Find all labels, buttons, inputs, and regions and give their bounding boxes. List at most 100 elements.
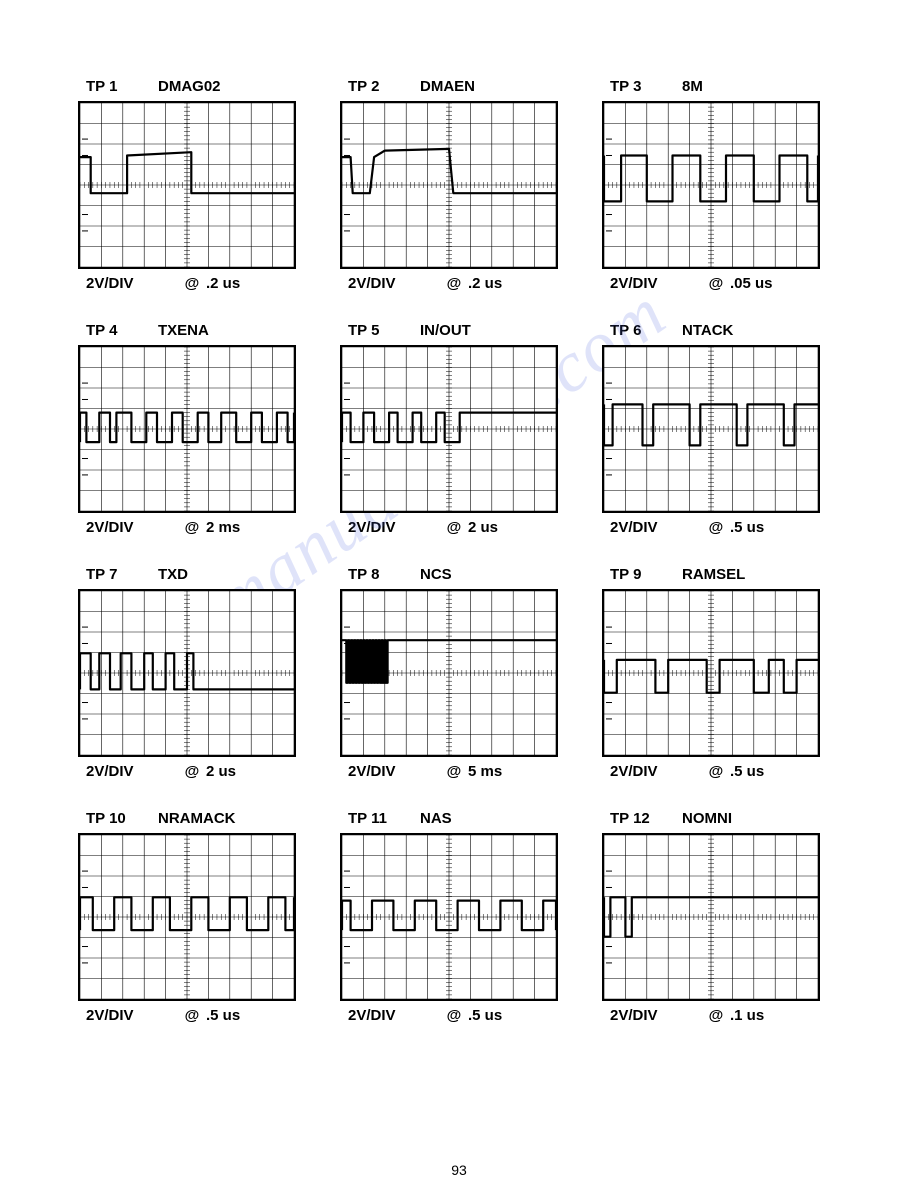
scope-panel: TP 9 RAMSEL 2V/DIV @ .5 us bbox=[602, 566, 830, 780]
panel-header: TP 4 TXENA bbox=[78, 322, 306, 339]
scope-panel: TP 5 IN/OUT 2V/DIV @ 2 us bbox=[340, 322, 568, 536]
oscilloscope-screen bbox=[78, 589, 296, 757]
oscilloscope-screen bbox=[78, 833, 296, 1001]
panel-footer: 2V/DIV @ .2 us bbox=[340, 275, 568, 292]
scope-panel: TP 4 TXENA 2V/DIV @ 2 ms bbox=[78, 322, 306, 536]
panel-header: TP 5 IN/OUT bbox=[340, 322, 568, 339]
panel-header: TP 12 NOMNI bbox=[602, 810, 830, 827]
volts-per-div: 2V/DIV bbox=[610, 1007, 702, 1024]
panel-footer: 2V/DIV @ .1 us bbox=[602, 1007, 830, 1024]
test-point-label: TP 9 bbox=[610, 566, 682, 583]
signal-name: DMAEN bbox=[420, 78, 475, 95]
volts-per-div: 2V/DIV bbox=[610, 519, 702, 536]
at-symbol: @ bbox=[440, 1007, 468, 1024]
panel-footer: 2V/DIV @ 5 ms bbox=[340, 763, 568, 780]
signal-name: NRAMACK bbox=[158, 810, 236, 827]
at-symbol: @ bbox=[178, 763, 206, 780]
at-symbol: @ bbox=[702, 763, 730, 780]
time-per-div: .5 us bbox=[206, 1007, 306, 1024]
time-per-div: .05 us bbox=[730, 275, 830, 292]
oscilloscope-screen bbox=[78, 345, 296, 513]
at-symbol: @ bbox=[702, 519, 730, 536]
scope-panel: TP 10 NRAMACK 2V/DIV @ .5 us bbox=[78, 810, 306, 1024]
scope-panel: TP 8 NCS 2V/DIV @ 5 ms bbox=[340, 566, 568, 780]
panel-footer: 2V/DIV @ .5 us bbox=[602, 763, 830, 780]
test-point-label: TP 11 bbox=[348, 810, 420, 827]
signal-name: NAS bbox=[420, 810, 452, 827]
time-per-div: .1 us bbox=[730, 1007, 830, 1024]
oscilloscope-screen bbox=[340, 833, 558, 1001]
panel-footer: 2V/DIV @ .5 us bbox=[78, 1007, 306, 1024]
signal-name: TXD bbox=[158, 566, 188, 583]
at-symbol: @ bbox=[702, 1007, 730, 1024]
test-point-label: TP 6 bbox=[610, 322, 682, 339]
volts-per-div: 2V/DIV bbox=[348, 1007, 440, 1024]
panel-footer: 2V/DIV @ 2 us bbox=[78, 763, 306, 780]
scope-panel: TP 2 DMAEN 2V/DIV @ .2 us bbox=[340, 78, 568, 292]
time-per-div: 2 ms bbox=[206, 519, 306, 536]
panel-footer: 2V/DIV @ .5 us bbox=[602, 519, 830, 536]
volts-per-div: 2V/DIV bbox=[348, 763, 440, 780]
scope-panel: TP 1 DMAG02 2V/DIV @ .2 us bbox=[78, 78, 306, 292]
signal-name: DMAG02 bbox=[158, 78, 221, 95]
test-point-label: TP 7 bbox=[86, 566, 158, 583]
oscilloscope-screen bbox=[602, 101, 820, 269]
panel-footer: 2V/DIV @ .5 us bbox=[340, 1007, 568, 1024]
panel-footer: 2V/DIV @ 2 ms bbox=[78, 519, 306, 536]
time-per-div: 2 us bbox=[206, 763, 306, 780]
panel-footer: 2V/DIV @ .2 us bbox=[78, 275, 306, 292]
volts-per-div: 2V/DIV bbox=[348, 519, 440, 536]
volts-per-div: 2V/DIV bbox=[348, 275, 440, 292]
test-point-label: TP 1 bbox=[86, 78, 158, 95]
panel-header: TP 8 NCS bbox=[340, 566, 568, 583]
oscilloscope-screen bbox=[340, 345, 558, 513]
test-point-label: TP 12 bbox=[610, 810, 682, 827]
at-symbol: @ bbox=[440, 519, 468, 536]
signal-name: NTACK bbox=[682, 322, 733, 339]
panel-header: TP 2 DMAEN bbox=[340, 78, 568, 95]
volts-per-div: 2V/DIV bbox=[86, 275, 178, 292]
panel-header: TP 6 NTACK bbox=[602, 322, 830, 339]
test-point-label: TP 3 bbox=[610, 78, 682, 95]
test-point-label: TP 5 bbox=[348, 322, 420, 339]
time-per-div: 5 ms bbox=[468, 763, 568, 780]
oscilloscope-screen bbox=[602, 589, 820, 757]
at-symbol: @ bbox=[440, 275, 468, 292]
panel-header: TP 10 NRAMACK bbox=[78, 810, 306, 827]
test-point-label: TP 10 bbox=[86, 810, 158, 827]
oscilloscope-screen bbox=[602, 345, 820, 513]
panel-footer: 2V/DIV @ .05 us bbox=[602, 275, 830, 292]
at-symbol: @ bbox=[702, 275, 730, 292]
oscilloscope-screen bbox=[78, 101, 296, 269]
oscilloscope-screen bbox=[340, 589, 558, 757]
panel-footer: 2V/DIV @ 2 us bbox=[340, 519, 568, 536]
time-per-div: .5 us bbox=[730, 763, 830, 780]
signal-name: 8M bbox=[682, 78, 703, 95]
test-point-label: TP 4 bbox=[86, 322, 158, 339]
time-per-div: .5 us bbox=[730, 519, 830, 536]
page-number: 93 bbox=[0, 1162, 918, 1178]
at-symbol: @ bbox=[178, 1007, 206, 1024]
scope-panel: TP 3 8M 2V/DIV @ .05 us bbox=[602, 78, 830, 292]
scope-panel: TP 11 NAS 2V/DIV @ .5 us bbox=[340, 810, 568, 1024]
scope-panel: TP 12 NOMNI 2V/DIV @ .1 us bbox=[602, 810, 830, 1024]
panel-header: TP 9 RAMSEL bbox=[602, 566, 830, 583]
at-symbol: @ bbox=[440, 763, 468, 780]
volts-per-div: 2V/DIV bbox=[86, 1007, 178, 1024]
panel-header: TP 7 TXD bbox=[78, 566, 306, 583]
panel-header: TP 1 DMAG02 bbox=[78, 78, 306, 95]
scope-panel: TP 7 TXD 2V/DIV @ 2 us bbox=[78, 566, 306, 780]
scope-grid: TP 1 DMAG02 2V/DIV @ .2 us TP 2 DMAEN 2V… bbox=[0, 0, 918, 1024]
signal-name: TXENA bbox=[158, 322, 209, 339]
oscilloscope-screen bbox=[340, 101, 558, 269]
signal-name: RAMSEL bbox=[682, 566, 745, 583]
volts-per-div: 2V/DIV bbox=[86, 519, 178, 536]
time-per-div: .2 us bbox=[468, 275, 568, 292]
at-symbol: @ bbox=[178, 275, 206, 292]
panel-header: TP 11 NAS bbox=[340, 810, 568, 827]
oscilloscope-screen bbox=[602, 833, 820, 1001]
test-point-label: TP 2 bbox=[348, 78, 420, 95]
scope-panel: TP 6 NTACK 2V/DIV @ .5 us bbox=[602, 322, 830, 536]
signal-name: IN/OUT bbox=[420, 322, 471, 339]
volts-per-div: 2V/DIV bbox=[610, 275, 702, 292]
